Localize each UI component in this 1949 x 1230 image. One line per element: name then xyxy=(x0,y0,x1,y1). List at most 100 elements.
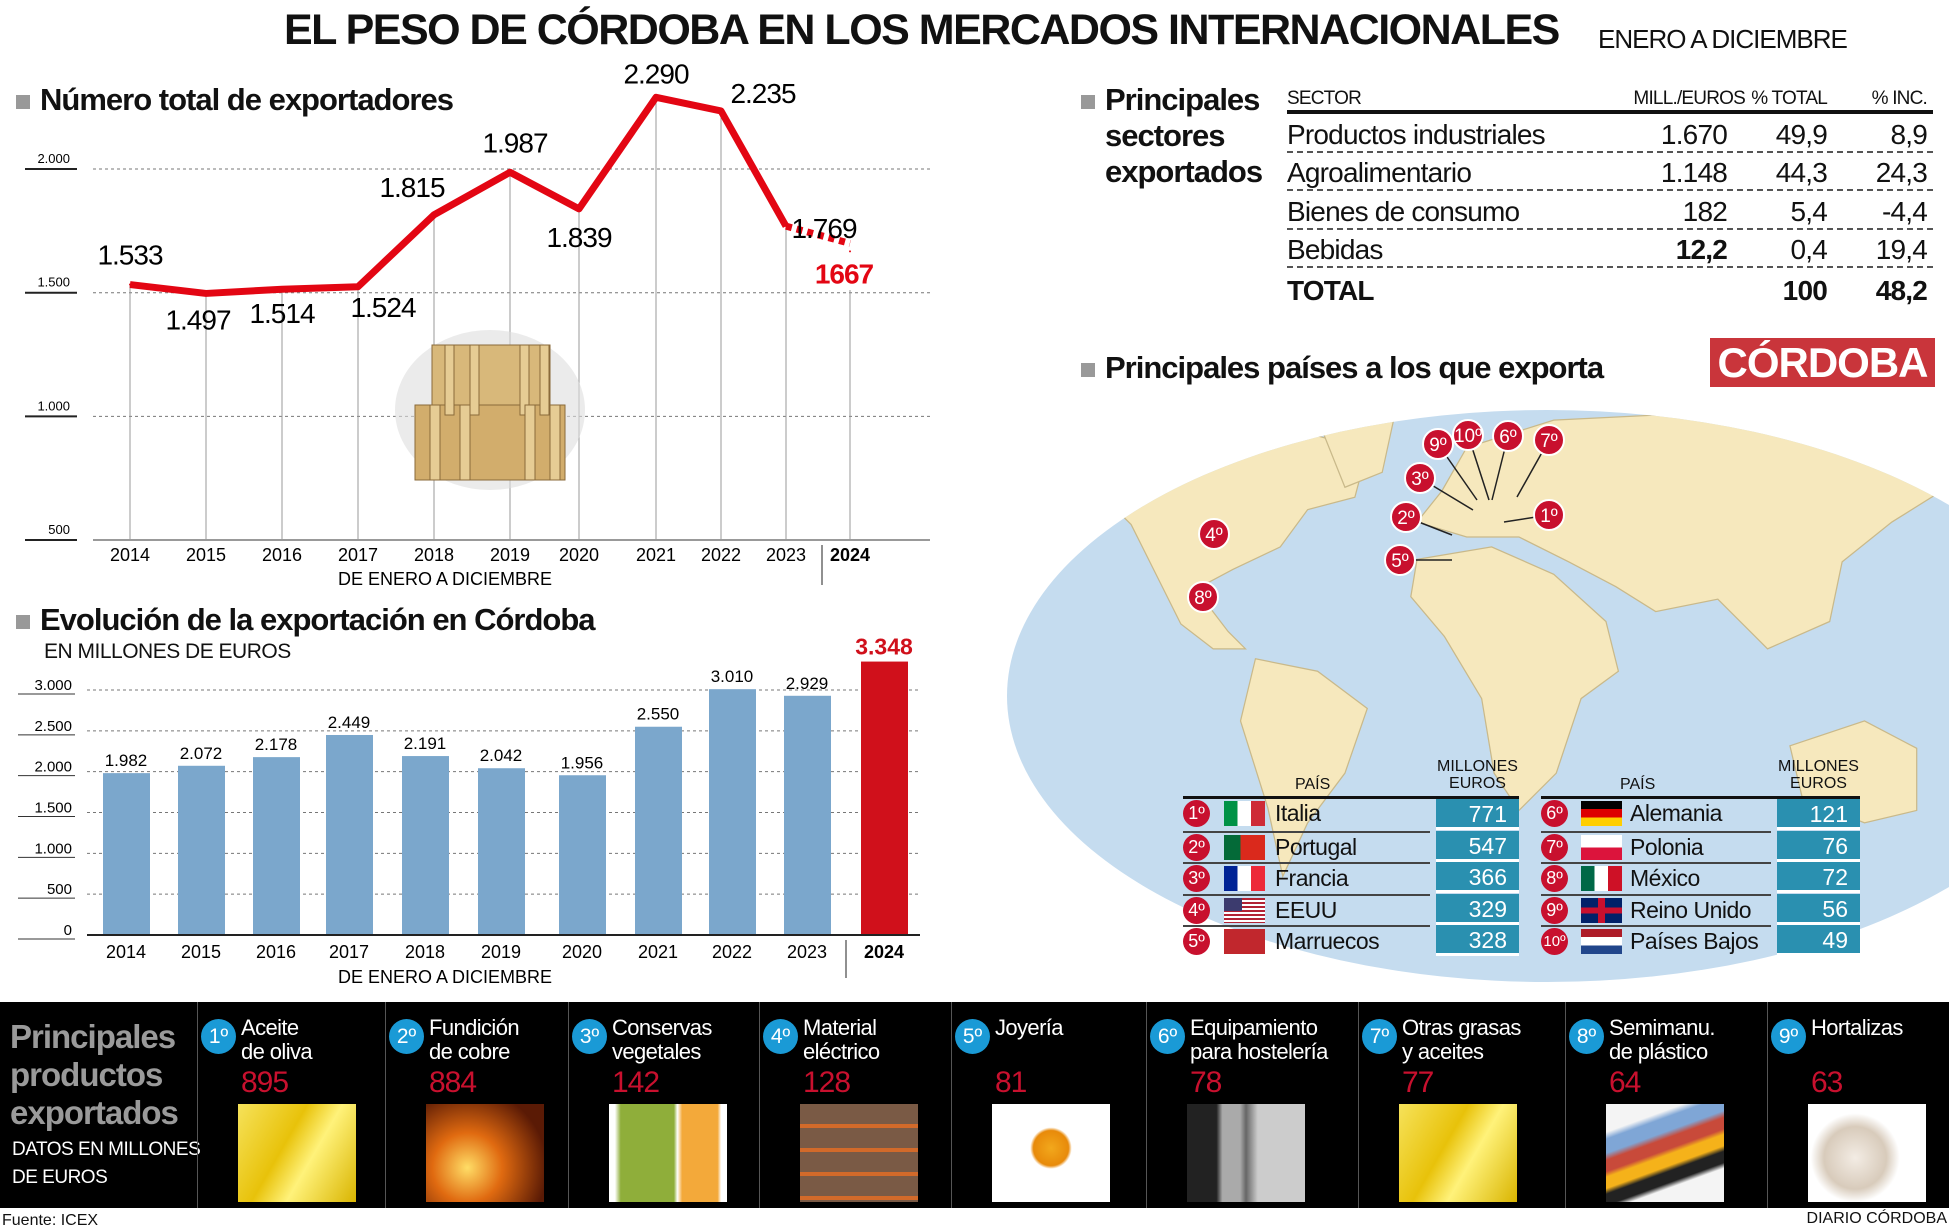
col-header-value: MILLONES EUROS xyxy=(1777,758,1860,792)
bullet-square-icon xyxy=(1081,94,1095,109)
y-tick-label: 1.000 xyxy=(37,398,70,413)
x-axis-label: DE ENERO A DICIEMBRE xyxy=(338,967,552,987)
product-label: Fundición de cobre xyxy=(429,1016,520,1064)
table-top-rule xyxy=(1183,796,1519,799)
product-value: 63 xyxy=(1811,1066,1843,1099)
x-tick-label: 2023 xyxy=(787,942,827,962)
product-rank-badge: 1º xyxy=(201,1019,236,1054)
country-name: México xyxy=(1630,865,1700,891)
map-marker-9: 9º xyxy=(1422,428,1454,460)
sector-name: Agroalimentario xyxy=(1287,157,1472,188)
x-tick-label: 2020 xyxy=(559,545,599,565)
country-name: Francia xyxy=(1275,865,1349,891)
product-label-line: Otras grasas xyxy=(1402,1015,1521,1040)
country-value: 56 xyxy=(1777,893,1860,925)
bar-value-label: 2.550 xyxy=(637,705,680,724)
product-value: 64 xyxy=(1609,1066,1641,1099)
product-label-line: Conservas xyxy=(612,1015,712,1040)
table-top-rule xyxy=(1541,796,1860,799)
country-value: 328 xyxy=(1436,925,1519,956)
country-row: 10º Países Bajos xyxy=(1541,925,1771,956)
product-value: 128 xyxy=(803,1066,851,1099)
countries-title: Principales países a los que exporta xyxy=(1081,350,1604,386)
country-row: 5º Marruecos xyxy=(1183,925,1430,956)
sectors-table: SECTOR MILL./EUROS % TOTAL % INC. Produc… xyxy=(1287,84,1933,307)
product-rank-badge: 9º xyxy=(1771,1019,1806,1054)
flag-mx-icon xyxy=(1581,866,1622,891)
products-note-line: DATOS EN MILLONES xyxy=(12,1139,201,1160)
country-name: Alemania xyxy=(1630,800,1722,826)
x-tick-label: 2015 xyxy=(181,942,221,962)
product-label: Otras grasas y aceites xyxy=(1402,1016,1521,1064)
product-label-line: Material xyxy=(803,1015,877,1040)
bar-value-label: 1.982 xyxy=(105,751,148,770)
table-row: Bebidas 12,2 0,4 19,4 xyxy=(1287,230,1933,268)
value-label: 1667 xyxy=(815,258,874,289)
product-label: Equipamiento para hostelería xyxy=(1190,1016,1328,1064)
country-value: 366 xyxy=(1436,862,1519,893)
x-tick-label: 2024 xyxy=(864,942,904,962)
product-label-line: de oliva xyxy=(241,1039,313,1064)
projected-segment xyxy=(785,222,851,247)
bar xyxy=(178,765,225,935)
rank-badge: 7º xyxy=(1541,833,1568,861)
data-point xyxy=(509,171,511,174)
bar xyxy=(326,734,373,935)
flag-ma-icon xyxy=(1224,929,1265,954)
x-tick-label: 2019 xyxy=(490,545,530,565)
page-subtitle: ENERO A DICIEMBRE xyxy=(1598,24,1848,54)
col-header-country: PAÍS xyxy=(1620,776,1656,793)
product-label-line: eléctrico xyxy=(803,1039,880,1064)
product-label-line: Hortalizas xyxy=(1811,1015,1903,1040)
map-marker-2: 2º xyxy=(1390,501,1422,533)
sector-total: 0,4 xyxy=(1790,234,1827,265)
product-rank-badge: 8º xyxy=(1569,1019,1604,1054)
country-value: 76 xyxy=(1777,830,1860,862)
x-tick-label: 2016 xyxy=(262,545,302,565)
product-rank-badge: 7º xyxy=(1362,1019,1397,1054)
country-name: Reino Unido xyxy=(1630,896,1752,923)
header-sector: SECTOR xyxy=(1287,88,1362,109)
marker-rank: 1º xyxy=(1540,506,1558,527)
x-tick-label: 2022 xyxy=(712,942,752,962)
bar xyxy=(635,726,682,935)
product-rank-badge: 3º xyxy=(572,1019,607,1054)
sector-inc: 24,3 xyxy=(1875,157,1928,188)
bar xyxy=(253,757,300,935)
africa-land xyxy=(1410,546,1620,812)
country-row: 1º Italia xyxy=(1183,799,1430,830)
products-band: Principales productos exportados DATOS E… xyxy=(0,1002,1949,1208)
product-label-line: vegetales xyxy=(612,1039,701,1064)
y-tick-label: 1.500 xyxy=(34,799,72,816)
marker-rank: 10º xyxy=(1454,426,1482,447)
country-row: 8º México xyxy=(1541,862,1771,893)
bar-value-label: 2.191 xyxy=(404,734,447,753)
product-value: 77 xyxy=(1402,1066,1434,1099)
products-note: DATOS EN MILLONES DE EUROS xyxy=(12,1136,201,1192)
data-point xyxy=(433,213,435,216)
y-tick-label: 500 xyxy=(47,881,72,898)
x-tick-label: 2023 xyxy=(766,545,806,565)
bar-value-label: 2.042 xyxy=(480,746,523,765)
bar-chart-title-text: Evolución de la exportación en Córdoba xyxy=(40,602,596,637)
x-axis-label: DE ENERO A DICIEMBRE xyxy=(338,569,552,589)
y-tick-label: 2.500 xyxy=(34,718,72,735)
table-row: Productos industriales 1.670 49,9 8,9 xyxy=(1287,114,1933,153)
product-rank-badge: 5º xyxy=(955,1019,990,1054)
rank-badge: 4º xyxy=(1183,896,1210,924)
slicer-image xyxy=(1187,1104,1305,1202)
x-tick-label: 2021 xyxy=(638,942,678,962)
eurasia-land xyxy=(1415,413,1949,650)
electrical-warehouse-image xyxy=(800,1104,918,1202)
map-marker-5: 5º xyxy=(1384,544,1416,576)
product-cell: 4º Material eléctrico 128 xyxy=(759,1002,951,1208)
products-title-line: exportados xyxy=(10,1094,179,1131)
source-note: Fuente: ICEX xyxy=(2,1212,99,1229)
products-title-line: productos xyxy=(10,1056,163,1093)
line-chart-title: Número total de exportadores xyxy=(16,82,454,118)
rank-badge: 3º xyxy=(1183,865,1210,892)
value-label: 1.524 xyxy=(350,292,415,323)
y-tick-label: 500 xyxy=(48,522,70,537)
rank-badge: 5º xyxy=(1183,928,1210,955)
rank-badge: 2º xyxy=(1183,833,1210,861)
